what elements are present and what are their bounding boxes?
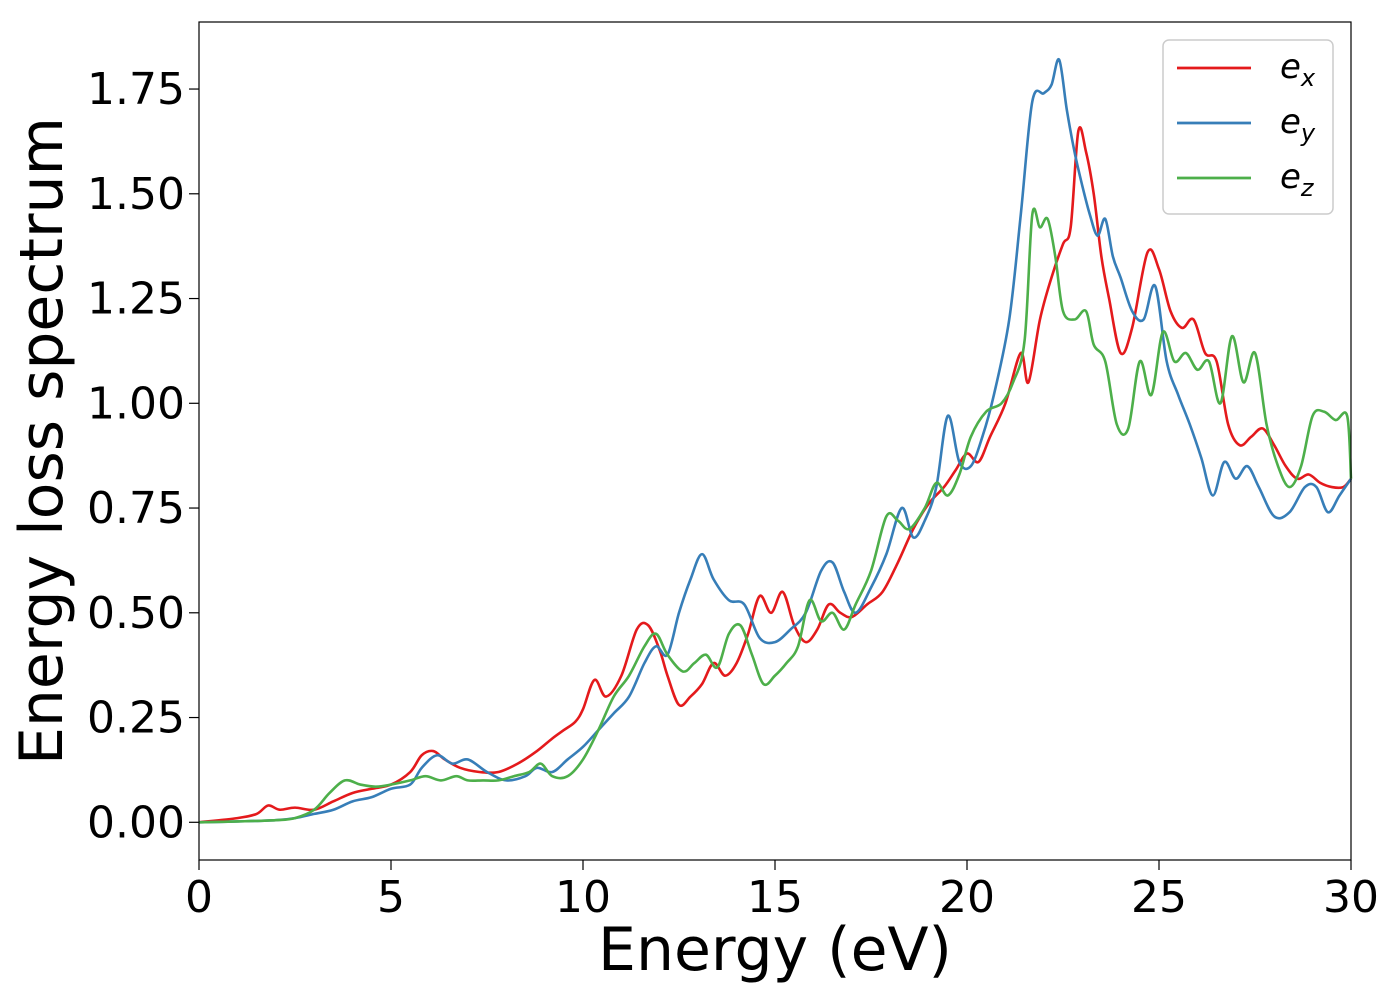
y-tick-label: 1.50	[87, 169, 185, 220]
x-tick-label: 10	[555, 872, 611, 923]
y-tick-label: 0.75	[87, 483, 185, 534]
series-line-x	[198, 126, 1353, 824]
x-tick-label: 30	[1323, 872, 1379, 923]
y-tick-label: 0.00	[87, 797, 185, 848]
y-tick-label: 1.25	[87, 274, 185, 325]
legend-label-z: ez	[1280, 157, 1315, 202]
y-tick-label: 0.25	[87, 693, 185, 744]
x-tick-label: 25	[1131, 872, 1187, 923]
series-line-y	[198, 58, 1353, 824]
x-tick-label: 5	[377, 872, 405, 923]
y-tick-label: 1.75	[87, 64, 185, 115]
y-axis-label: Energy loss spectrum	[7, 117, 77, 765]
legend: ex ey ez	[1162, 39, 1334, 215]
legend-label-y: ey	[1280, 102, 1316, 147]
x-axis-label: Energy (eV)	[598, 915, 952, 985]
x-tick-label: 15	[747, 872, 803, 923]
y-tick-label: 0.50	[87, 588, 185, 639]
plot-lines	[198, 58, 1353, 824]
x-axis: 0 5 10 15 20 25 30	[185, 860, 1379, 923]
x-tick-label: 0	[185, 872, 213, 923]
y-axis: 0.00 0.25 0.50 0.75 1.00 1.25 1.50 1.75	[87, 64, 199, 848]
y-tick-label: 1.00	[87, 378, 185, 429]
legend-label-x: ex	[1280, 47, 1316, 92]
x-tick-label: 20	[939, 872, 995, 923]
series-line-z	[198, 207, 1353, 824]
legend-box	[1162, 39, 1334, 215]
